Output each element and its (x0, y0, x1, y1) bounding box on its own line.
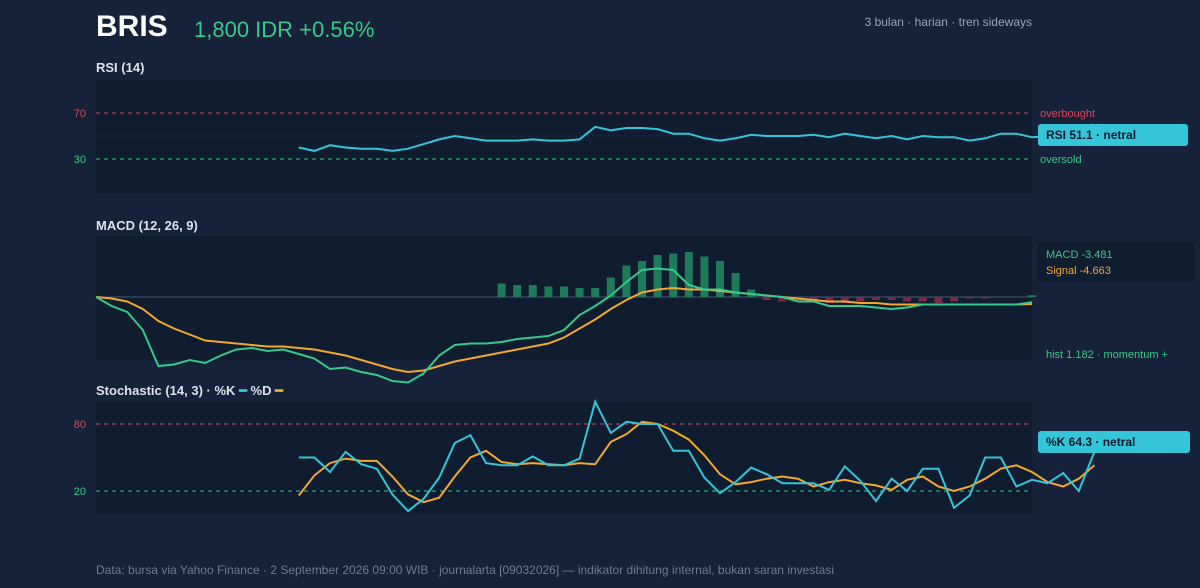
macd-histogram-bar (950, 297, 958, 302)
stoch-d-line (298, 420, 1096, 504)
d-legend-label: %D (250, 383, 272, 398)
signal-value-text: Signal -4.663 (1046, 265, 1111, 277)
macd-histogram-bar (544, 286, 553, 297)
macd-histogram-bar (497, 283, 506, 297)
stoch-panel: 80 20 %K 64.3 · netral (74, 398, 1190, 514)
d-legend-swatch: ━ (275, 383, 283, 398)
macd-histogram-bar (981, 297, 990, 299)
rsi-line (298, 125, 1126, 152)
stoch-tick-80: 80 (74, 419, 86, 431)
macd-histogram-bar (731, 273, 740, 297)
macd-panel: MACD -3.481 Signal -4.663 hist 1.182 · m… (95, 236, 1194, 384)
stoch-panel-title: Stochastic (14, 3) · %K ━ %D ━ (96, 383, 283, 399)
stoch-title-text: Stochastic (14, 3) · %K (96, 383, 236, 398)
chart-subtitle: 3 bulan · harian · tren sideways (864, 15, 1032, 29)
macd-histogram-bar (965, 297, 974, 299)
macd-histogram-bar (778, 297, 787, 302)
macd-histogram-bar (903, 297, 912, 302)
rsi-oversold-label: oversold (1040, 154, 1082, 166)
macd-histogram-bar (513, 285, 522, 297)
rsi-panel: 70 30 overbought oversold RSI 51.1 · net… (74, 80, 1188, 193)
signal-line (95, 286, 1033, 374)
macd-histogram-bar (887, 297, 896, 300)
macd-histogram-bar (825, 297, 834, 303)
k-legend-swatch: ━ (239, 383, 247, 398)
macd-histogram-bar (591, 288, 600, 297)
rsi-panel-title: RSI (14) (96, 60, 145, 75)
macd-histogram-bar (653, 255, 662, 297)
stoch-plot-bg (96, 402, 1032, 514)
macd-histogram-bar (872, 297, 880, 300)
macd-histogram-bar (575, 288, 584, 297)
macd-histogram-bar (1028, 295, 1036, 297)
macd-histogram-bar (638, 261, 646, 297)
macd-histogram-bar (669, 253, 678, 297)
macd-histogram-bar (606, 277, 615, 297)
macd-histogram-bar (934, 297, 943, 303)
macd-histogram-bar (856, 297, 865, 302)
stoch-tick-20: 20 (74, 486, 86, 498)
ticker-symbol: BRIS (96, 10, 168, 43)
rsi-tick-70: 70 (74, 108, 86, 120)
rsi-overbought-label: overbought (1040, 108, 1095, 120)
stoch-k-line (298, 398, 1111, 513)
macd-value-text: MACD -3.481 (1046, 249, 1113, 261)
stoch-badge (1038, 431, 1190, 453)
rsi-badge-text: RSI 51.1 · netral (1046, 128, 1136, 142)
price-change: 1,800 IDR +0.56% (194, 17, 375, 42)
macd-histogram-bar (528, 285, 537, 297)
macd-histogram-bar (716, 261, 724, 297)
macd-values-box (1038, 242, 1194, 282)
rsi-badge (1038, 124, 1188, 146)
rsi-tick-30: 30 (74, 154, 86, 166)
macd-histogram-bar (684, 252, 693, 297)
macd-histogram-bar (560, 286, 568, 297)
macd-histogram-bar (840, 297, 849, 303)
macd-histogram-bar (918, 297, 927, 302)
hist-value-text: hist 1.182 · momentum + (1046, 349, 1168, 361)
footer-source: Data: bursa via Yahoo Finance · 2 Septem… (96, 563, 834, 577)
macd-histogram-bar (762, 297, 771, 300)
stoch-badge-text: %K 64.3 · netral (1046, 435, 1135, 449)
macd-line (95, 267, 1033, 384)
macd-panel-title: MACD (12, 26, 9) (96, 218, 198, 233)
macd-histogram-bar (700, 256, 709, 297)
